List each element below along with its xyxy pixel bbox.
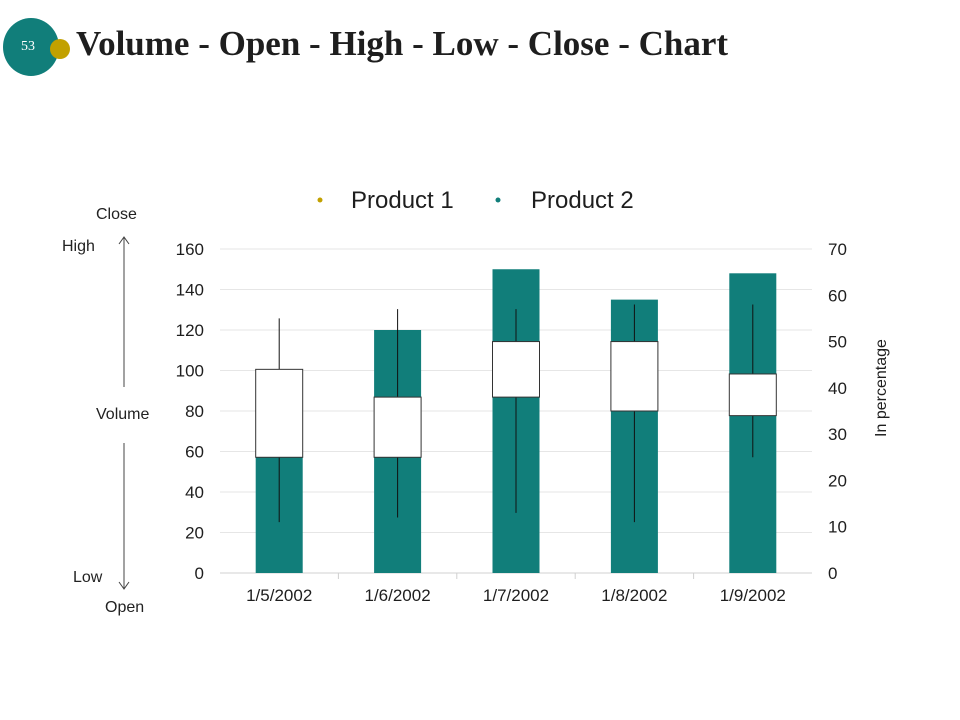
- left-axis-tick-label: 60: [185, 443, 204, 462]
- volume-label: Volume: [96, 406, 150, 423]
- up-bar: [728, 373, 777, 417]
- left-axis-tick-label: 100: [176, 362, 204, 381]
- x-axis-tick-label: 1/5/2002: [246, 586, 312, 605]
- high-label: High: [62, 238, 95, 255]
- up-bar: [373, 396, 422, 458]
- legend-label: Product 1: [351, 187, 454, 214]
- down-arrow-head: [118, 581, 130, 590]
- low-label: Low: [73, 569, 103, 586]
- right-axis-tick-label: 60: [828, 286, 847, 305]
- left-axis-tick-label: 120: [176, 321, 204, 340]
- slide-number-badge: 53: [3, 18, 59, 76]
- up-bar: [492, 341, 540, 398]
- right-axis-tick-label: 0: [828, 564, 837, 583]
- right-axis-tick-label: 70: [828, 240, 847, 259]
- legend-label: Product 2: [531, 187, 634, 214]
- close-label: Close: [96, 206, 137, 223]
- x-axis-tick-label: 1/8/2002: [601, 586, 667, 605]
- page-title: Volume - Open - High - Low - Close - Cha…: [76, 24, 729, 63]
- right-axis-tick-label: 40: [828, 379, 847, 398]
- up-bar: [610, 341, 659, 412]
- left-axis-tick-label: 160: [176, 240, 204, 259]
- up-arrow-head: [118, 236, 130, 245]
- left-axis-tick-label: 140: [176, 281, 204, 300]
- x-axis-tick-label: 1/6/2002: [365, 586, 431, 605]
- right-axis-tick-label: 20: [828, 471, 847, 490]
- right-axis-tick-label: 30: [828, 425, 847, 444]
- right-axis-title: In percentage: [873, 339, 890, 437]
- x-axis-tick-label: 1/9/2002: [720, 586, 786, 605]
- left-axis-tick-label: 80: [185, 402, 204, 421]
- open-label: Open: [105, 599, 145, 616]
- x-axis-tick-label: 1/7/2002: [483, 586, 549, 605]
- decorative-dot: [50, 39, 70, 59]
- left-axis-tick-label: 0: [195, 564, 204, 583]
- slide-number: 53: [21, 39, 35, 54]
- legend-marker: [495, 197, 501, 203]
- left-axis-tick-label: 20: [185, 524, 204, 543]
- right-axis-tick-label: 10: [828, 518, 847, 537]
- right-axis-tick-label: 50: [828, 333, 847, 352]
- up-bar: [255, 368, 304, 458]
- left-axis-tick-label: 40: [185, 483, 204, 502]
- legend-marker: [317, 197, 323, 203]
